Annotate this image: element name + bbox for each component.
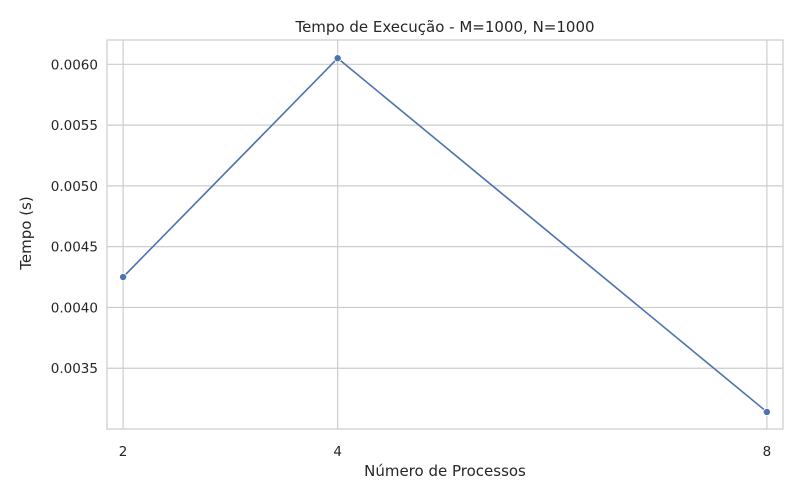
tick-labels: 2 4 8 0.0035 0.0040 0.0045 0.0050 0.0055 0.0060: [51, 57, 771, 460]
y-tick-label: 0.0055: [51, 118, 98, 134]
y-tick-label: 0.0035: [51, 361, 98, 377]
plot-frame: [106, 39, 784, 430]
series-layer: [119, 54, 771, 416]
y-tick-label: 0.0060: [51, 57, 98, 73]
x-tick-label: 8: [763, 444, 772, 460]
x-tick-label: 2: [119, 444, 128, 460]
y-tick-label: 0.0050: [51, 179, 98, 195]
grid-lines: [107, 40, 783, 429]
y-tick-label: 0.0045: [51, 240, 98, 256]
data-point: [333, 54, 342, 63]
x-tick-label: 4: [333, 444, 342, 460]
y-tick-label: 0.0040: [51, 300, 98, 316]
chart-title: Tempo de Execução - M=1000, N=1000: [294, 18, 594, 36]
x-axis-title: Número de Processos: [364, 462, 526, 480]
y-axis-title: Tempo (s): [17, 196, 35, 270]
data-point: [119, 273, 128, 282]
data-point: [762, 407, 771, 416]
